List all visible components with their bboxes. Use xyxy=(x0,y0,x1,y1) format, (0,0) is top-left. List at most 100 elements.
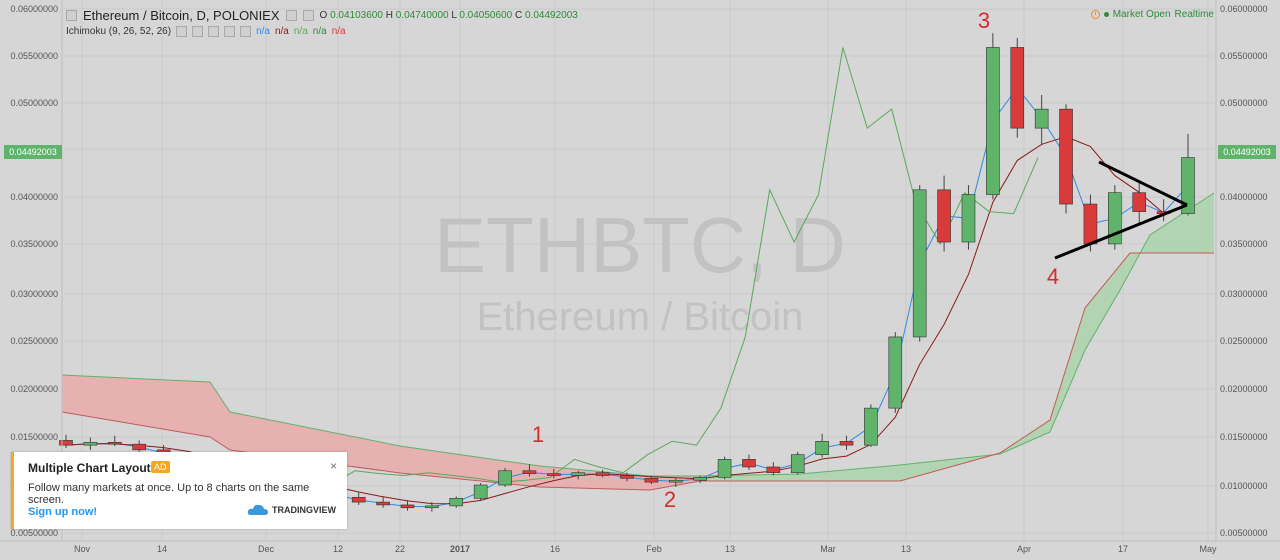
y-tick-label: 0.01500000 xyxy=(10,432,58,442)
annotation-4: 4 xyxy=(1047,264,1059,289)
collapse-icon[interactable] xyxy=(66,9,77,21)
x-tick-label: 12 xyxy=(333,544,343,554)
y-tick-label: 0.00500000 xyxy=(1220,528,1268,538)
wave-annotations: 1 2 3 4 xyxy=(532,8,1059,512)
y-tick-label: 0.05500000 xyxy=(10,51,58,61)
candle-body xyxy=(400,504,415,509)
candle-body xyxy=(1010,47,1025,129)
x-tick-label: 16 xyxy=(550,544,560,554)
logo-text: TRADINGVIEW xyxy=(272,504,336,515)
ad-badge: AD xyxy=(151,461,170,473)
candle xyxy=(473,483,488,501)
watermark-name: Ethereum / Bitcoin xyxy=(477,295,804,339)
candle-body xyxy=(107,441,122,445)
candle xyxy=(937,175,951,252)
candle xyxy=(522,464,537,477)
x-tick-label: Nov xyxy=(74,544,91,554)
realtime-label: Realtime xyxy=(1174,9,1214,20)
x-tick-label: Dec xyxy=(258,544,275,554)
market-open-label: Market Open xyxy=(1112,9,1171,20)
candle xyxy=(742,454,756,470)
open-value: 0.04103600 xyxy=(330,9,383,21)
ohlc-values: O 0.04103600 H 0.04740000 L 0.04050600 C… xyxy=(320,10,578,21)
candle-body xyxy=(473,484,488,499)
symbol-title[interactable]: Ethereum / Bitcoin, D, POLONIEX xyxy=(83,7,280,23)
y-tick-label: 0.03500000 xyxy=(10,239,58,249)
candle-body xyxy=(547,473,561,476)
y-tick-label: 0.03000000 xyxy=(1220,289,1268,299)
indicator-settings-icon[interactable] xyxy=(192,25,204,37)
candle-body xyxy=(1181,157,1195,214)
signup-link[interactable]: Sign up now! xyxy=(28,506,98,518)
settings-square-icon[interactable] xyxy=(285,9,297,21)
y-tick-label: 0.03500000 xyxy=(1220,239,1268,249)
candle-body xyxy=(132,443,146,451)
close-icon[interactable]: × xyxy=(329,459,337,473)
indicator-legend: Ichimoku (9, 26, 52, 26) n/a n/a n/a n/a… xyxy=(66,24,346,38)
clock-icon xyxy=(1090,10,1100,19)
x-tick-label: 13 xyxy=(725,544,735,554)
candle xyxy=(1132,180,1147,224)
indicator-more-icon[interactable] xyxy=(240,25,252,37)
span-b-value: n/a xyxy=(331,25,346,37)
y-tick-label: 0.06000000 xyxy=(10,4,58,14)
candle-body xyxy=(864,407,878,446)
candle xyxy=(815,433,829,458)
candle-body xyxy=(766,466,781,473)
hide-square-icon[interactable] xyxy=(302,9,314,21)
candle-body xyxy=(595,472,610,476)
candle-body xyxy=(717,459,732,478)
y-tick-label: 0.02000000 xyxy=(1220,384,1268,394)
x-tick-label: 14 xyxy=(157,544,167,554)
candle-body xyxy=(693,477,707,481)
candle-body xyxy=(83,441,98,446)
candle-body xyxy=(888,336,903,409)
y-tick-label: 0.01500000 xyxy=(1220,432,1268,442)
candle-body xyxy=(839,441,854,446)
status-dot-icon xyxy=(1103,12,1109,17)
candle xyxy=(571,470,586,480)
x-tick-label: Feb xyxy=(646,544,662,554)
candle xyxy=(498,467,512,487)
close-label: C xyxy=(514,9,523,21)
y-tick-label: 0.04000000 xyxy=(1220,192,1268,202)
current-price-tag-right: 0.04492003 xyxy=(1218,145,1276,159)
annotation-3: 3 xyxy=(978,8,990,33)
candle xyxy=(449,496,464,508)
candle xyxy=(59,434,73,448)
indicator-remove-icon[interactable] xyxy=(224,25,236,37)
candle xyxy=(132,440,146,452)
candle xyxy=(1059,104,1073,214)
y-tick-label: 0.04000000 xyxy=(10,192,58,202)
indicator-name[interactable]: Ichimoku (9, 26, 52, 26) xyxy=(66,25,172,37)
candle-body xyxy=(425,505,439,509)
time-axis: Nov 14 Dec 12 22 2017 16 Feb 13 Mar 13 Apr 17 May xyxy=(74,544,1217,554)
low-value: 0.04050600 xyxy=(459,9,513,21)
x-tick-label: 13 xyxy=(901,544,911,554)
candle xyxy=(766,462,781,476)
base-value: n/a xyxy=(274,25,289,37)
low-label: L xyxy=(451,9,457,21)
candle xyxy=(644,475,659,485)
candle-body xyxy=(986,47,1000,195)
x-tick-label: Mar xyxy=(820,544,836,554)
candle xyxy=(107,435,122,447)
tradingview-logo[interactable]: TRADINGVIEW xyxy=(247,503,336,516)
candle xyxy=(1181,133,1195,216)
watermark-symbol: ETHBTC, D xyxy=(434,201,846,289)
triangle-pattern xyxy=(1054,160,1188,260)
candle xyxy=(83,437,98,450)
lagging-value: n/a xyxy=(293,25,308,37)
candle xyxy=(986,33,1000,200)
y-tick-label: 0.05000000 xyxy=(10,98,58,108)
candle xyxy=(912,185,927,342)
indicator-eye-icon[interactable] xyxy=(176,25,188,37)
candle xyxy=(1108,185,1122,250)
cloud-bearish xyxy=(62,375,700,490)
candle-body xyxy=(1083,203,1098,245)
y-tick-label: 0.05000000 xyxy=(1220,98,1268,108)
candle xyxy=(547,468,561,479)
indicator-source-icon[interactable] xyxy=(208,25,220,37)
ad-popup: Multiple Chart Layout AD × Follow many m… xyxy=(11,452,347,529)
